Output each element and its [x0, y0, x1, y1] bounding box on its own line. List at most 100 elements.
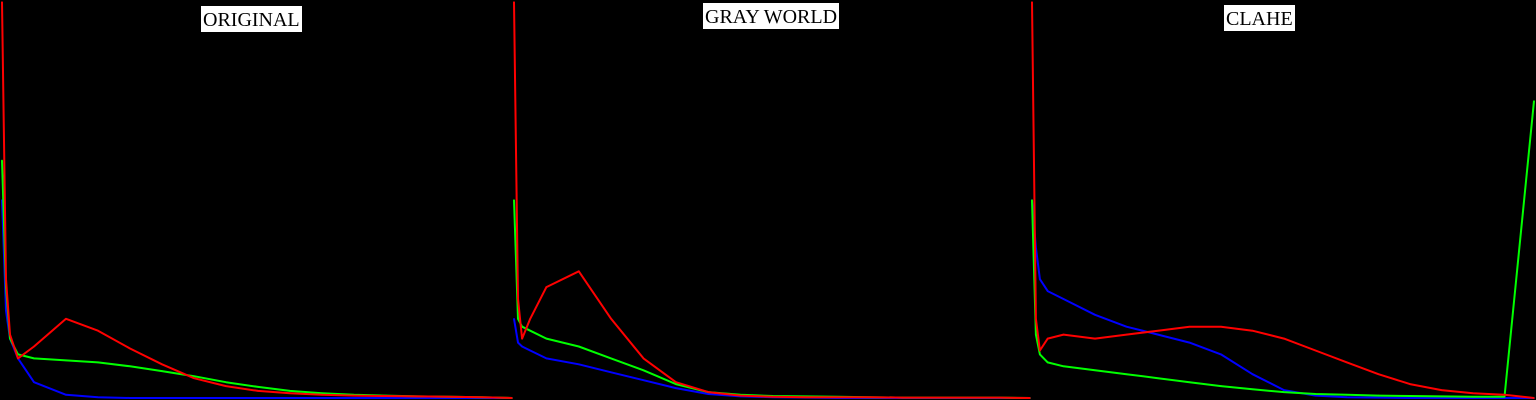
- data-point-clahe-red: [1031, 1, 1033, 3]
- data-point-gray-world-red: [739, 394, 742, 397]
- data-point-clahe-blue: [1440, 397, 1443, 399]
- data-point-clahe-green: [1188, 381, 1191, 384]
- data-point-gray-world-red: [517, 298, 519, 300]
- data-point-clahe-green: [1094, 369, 1096, 372]
- data-point-original-blue: [225, 397, 227, 399]
- data-point-original-red: [289, 392, 291, 395]
- data-point-original-blue: [33, 381, 35, 384]
- data-point-original-green: [97, 361, 99, 364]
- data-point-clahe-red: [1440, 389, 1443, 391]
- data-point-clahe-blue: [1251, 373, 1254, 376]
- data-point-gray-world-red: [901, 396, 904, 399]
- data-point-original-red: [17, 357, 19, 360]
- data-point-original-blue: [161, 397, 163, 399]
- data-point-clahe-red: [1157, 329, 1159, 332]
- data-point-gray-world-blue: [513, 318, 515, 320]
- data-point-original-red: [353, 394, 355, 397]
- data-point-gray-world-blue: [642, 379, 645, 382]
- data-point-gray-world-blue: [517, 341, 519, 344]
- data-point-gray-world-blue: [675, 387, 677, 389]
- data-point-gray-world-green: [675, 383, 677, 385]
- data-point-original-blue: [385, 397, 387, 399]
- data-point-clahe-green: [1472, 396, 1474, 398]
- data-point-original-green: [289, 390, 291, 392]
- data-point-original-blue: [129, 397, 131, 399]
- data-point-gray-world-green: [578, 345, 580, 348]
- data-point-gray-world-red: [869, 396, 871, 399]
- data-point-clahe-green: [1314, 393, 1317, 395]
- data-point-gray-world-red: [934, 396, 936, 399]
- data-point-clahe-red: [1046, 337, 1049, 340]
- data-point-clahe-green: [1062, 365, 1065, 368]
- data-point-clahe-blue: [1314, 394, 1317, 397]
- data-point-clahe-blue: [1125, 325, 1128, 328]
- data-point-original-red: [161, 363, 163, 366]
- data-point-gray-world-red: [675, 381, 677, 384]
- series-line-original-red: [1, 1, 513, 399]
- data-point-gray-world-green: [642, 369, 645, 372]
- data-point-clahe-red: [1533, 397, 1535, 399]
- data-point-clahe-green: [1283, 391, 1285, 393]
- data-point-original-red: [417, 395, 419, 398]
- data-point-gray-world-red: [578, 270, 580, 273]
- data-point-gray-world-red: [521, 337, 523, 340]
- panel-title-original: ORIGINAL: [201, 6, 302, 32]
- data-point-original-red: [97, 329, 99, 332]
- series-line-clahe-green: [1031, 100, 1535, 398]
- data-point-original-green: [193, 375, 195, 378]
- data-point-original-blue: [257, 397, 259, 399]
- data-point-gray-world-red: [545, 286, 548, 288]
- data-point-clahe-blue: [1188, 341, 1191, 344]
- data-point-clahe-red: [1062, 333, 1065, 336]
- data-point-clahe-green: [1220, 385, 1222, 387]
- series-line-clahe-blue: [1031, 199, 1534, 399]
- data-point-original-red: [225, 385, 227, 387]
- data-point-clahe-green: [1503, 396, 1506, 398]
- series-line-gray-world-red: [513, 1, 1031, 399]
- data-point-clahe-red: [1377, 373, 1380, 376]
- data-point-gray-world-blue: [521, 345, 523, 348]
- data-point-original-red: [481, 396, 483, 399]
- data-point-clahe-green: [1440, 395, 1443, 398]
- data-point-clahe-blue: [1062, 298, 1065, 300]
- data-point-original-red: [193, 377, 195, 380]
- data-point-original-red: [1, 1, 3, 3]
- data-point-original-green: [129, 365, 131, 368]
- data-point-gray-world-blue: [610, 371, 612, 374]
- data-point-clahe-green: [1377, 394, 1380, 397]
- data-point-gray-world-red: [804, 396, 807, 399]
- data-point-original-green: [65, 359, 67, 362]
- data-point-clahe-red: [1314, 349, 1317, 352]
- data-point-gray-world-red: [610, 318, 612, 320]
- data-point-gray-world-blue: [578, 363, 580, 366]
- data-point-clahe-blue: [1039, 278, 1041, 281]
- data-point-clahe-blue: [1157, 333, 1159, 336]
- data-point-gray-world-green: [529, 329, 531, 332]
- data-point-clahe-green: [1157, 377, 1159, 380]
- data-point-gray-world-green: [545, 337, 548, 340]
- data-point-gray-world-red: [998, 396, 1001, 399]
- data-point-original-blue: [417, 397, 419, 399]
- data-point-gray-world-red: [642, 357, 645, 360]
- panel-title-clahe: CLAHE: [1224, 5, 1295, 31]
- data-point-original-green: [225, 381, 227, 384]
- data-point-clahe-green: [1125, 373, 1128, 376]
- data-point-clahe-green: [1251, 388, 1254, 391]
- data-point-original-red: [129, 347, 131, 350]
- data-point-original-green: [321, 392, 323, 395]
- data-point-clahe-red: [1125, 333, 1128, 336]
- data-point-original-blue: [193, 397, 195, 399]
- data-point-clahe-blue: [1409, 397, 1411, 399]
- data-point-clahe-blue: [1094, 314, 1096, 316]
- series-line-clahe-red: [1031, 1, 1535, 399]
- data-point-original-red: [5, 278, 7, 281]
- data-point-original-red: [257, 390, 259, 392]
- data-point-gray-world-red: [966, 396, 969, 399]
- data-point-original-red: [449, 396, 451, 398]
- data-point-clahe-red: [1251, 329, 1254, 332]
- data-point-clahe-red: [1035, 318, 1037, 320]
- data-point-clahe-green: [1409, 395, 1411, 397]
- data-point-original-blue: [289, 397, 291, 399]
